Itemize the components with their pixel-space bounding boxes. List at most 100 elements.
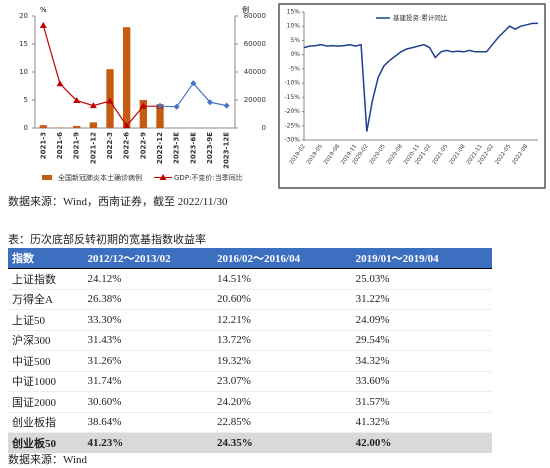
bar — [89, 122, 97, 128]
x-tick-label: 2023-12E — [223, 132, 231, 169]
header-cell: 指数 — [8, 248, 84, 269]
x-tick-label: 2021-6 — [56, 132, 64, 159]
table-row: 创业板50 41.23% 24.35% 42.00% — [8, 432, 492, 454]
cell: 31.57% — [351, 391, 492, 413]
header-row: 指数 2012/12～2013/02 2016/02～2016/04 2019/01～… — [8, 248, 492, 269]
cell: 25.03% — [351, 268, 492, 290]
y2-tick-label: 0 — [262, 124, 266, 132]
legend-label: GDP:不变价:当季同比 — [174, 173, 243, 182]
table-row: 中证1000 31.74% 23.07% 33.60% — [8, 371, 492, 392]
cell: 30.60% — [83, 391, 213, 413]
table-caption: 表：历次底部反转初期的宽基指数收益率 — [8, 234, 206, 246]
marker — [39, 22, 47, 29]
marker — [89, 102, 97, 109]
y-tick-label: 10% — [287, 23, 301, 30]
cell: 国证2000 — [8, 391, 84, 413]
y2-tick-label: 20000 — [244, 96, 266, 104]
y-tick-label: 5 — [24, 96, 28, 104]
cell: 29.54% — [351, 330, 492, 351]
y2-axis-label: 例 — [242, 5, 249, 14]
cell: 12.21% — [212, 309, 352, 331]
source-note: 数据来源：Wind，西南证券，截至 2022/11/30 — [8, 196, 228, 208]
cell: 41.32% — [351, 412, 492, 433]
cell: 31.22% — [351, 289, 492, 310]
cell: 19.32% — [212, 350, 352, 372]
x-tick-label: 2022-9 — [139, 132, 147, 159]
marker — [139, 102, 147, 109]
table-row: 沪深300 31.43% 13.72% 29.54% — [8, 330, 492, 351]
cell: 31.26% — [83, 350, 213, 372]
marker — [207, 99, 213, 106]
bar — [73, 125, 81, 128]
x-tick-label: 2021-9 — [73, 132, 81, 159]
legend-swatch — [159, 174, 167, 180]
table-row: 上证50 33.30% 12.21% 24.09% — [8, 309, 492, 331]
source-note: 数据来源：Wind — [8, 454, 87, 466]
y-tick-label: 0 — [24, 124, 28, 132]
x-tick-label: 2022-12 — [156, 132, 164, 164]
marker — [173, 103, 180, 110]
x-tick-label: 2022-6 — [123, 132, 131, 159]
marker — [190, 80, 197, 87]
bar — [139, 100, 147, 128]
marker — [106, 97, 114, 104]
y-tick-label: 15 — [19, 40, 28, 48]
legend-label: 基建投资:累计同比 — [393, 13, 448, 22]
cell: 24.12% — [83, 268, 213, 290]
cell: 13.72% — [212, 330, 352, 351]
y2-tick-label: 80000 — [244, 12, 266, 20]
marker — [56, 80, 64, 87]
x-tick-label: 2022-3 — [106, 132, 114, 159]
cell: 上证50 — [8, 309, 84, 331]
cell: 创业板50 — [8, 432, 84, 454]
y-tick-label: -25% — [284, 122, 300, 129]
bar — [39, 125, 47, 128]
marker — [157, 103, 163, 110]
cell: 20.60% — [212, 289, 352, 310]
cell: 上证指数 — [8, 268, 84, 290]
cell: 42.00% — [351, 432, 492, 454]
header-cell: 2012/12～2013/02 — [83, 248, 213, 269]
marker — [223, 102, 230, 109]
header-cell: 2016/02～2016/04 — [212, 248, 352, 269]
cell: 14.51% — [212, 268, 352, 290]
y-tick-label: -30% — [284, 137, 300, 144]
cell: 创业板指 — [8, 412, 84, 433]
charts: % 例 0 5 10 15 20 0 20000 40000 60000 80000 2021-3 202… — [4, 3, 546, 189]
marker — [73, 97, 81, 104]
x-tick-label: 2021-3 — [39, 132, 47, 159]
y-tick-label: -15% — [284, 94, 300, 101]
y2-tick-label: 40000 — [244, 68, 266, 76]
cell: 31.74% — [83, 371, 213, 392]
line — [42, 25, 160, 127]
header-cell: 2019/01～2019/04 — [351, 248, 492, 269]
table-row: 上证指数 24.12% 14.51% 25.03% — [8, 268, 492, 290]
cell: 中证500 — [8, 350, 84, 372]
y-tick-label: -5% — [288, 65, 300, 72]
cell: 22.85% — [212, 412, 352, 433]
y2-tick-label: 60000 — [244, 40, 266, 48]
cell: 24.09% — [351, 309, 492, 331]
y-tick-label: 15% — [287, 9, 301, 16]
y-tick-label: 0% — [290, 51, 300, 58]
legend-label: 全国新冠肺炎本土确诊病例 — [58, 173, 142, 182]
y-tick-label: 10 — [19, 68, 28, 76]
table-row: 万得全A 26.38% 20.60% 31.22% — [8, 289, 492, 310]
y-axis-label: % — [40, 6, 47, 14]
table-row: 国证2000 30.60% 24.20% 31.57% — [8, 391, 492, 413]
x-tick-label: 2023-6E — [189, 132, 197, 164]
cell: 33.60% — [351, 371, 492, 392]
cell: 24.35% — [212, 432, 352, 454]
cell: 38.64% — [83, 412, 213, 433]
y-tick-label: -20% — [284, 108, 300, 115]
cell: 26.38% — [83, 289, 213, 310]
cell: 24.20% — [212, 391, 352, 413]
cell: 沪深300 — [8, 330, 84, 351]
line — [303, 22, 538, 132]
x-tick-label: 2023-9E — [206, 132, 214, 164]
marker — [123, 122, 131, 129]
left-panel — [4, 3, 272, 189]
cell: 23.07% — [212, 371, 352, 392]
y-tick-label: 5% — [290, 37, 300, 44]
